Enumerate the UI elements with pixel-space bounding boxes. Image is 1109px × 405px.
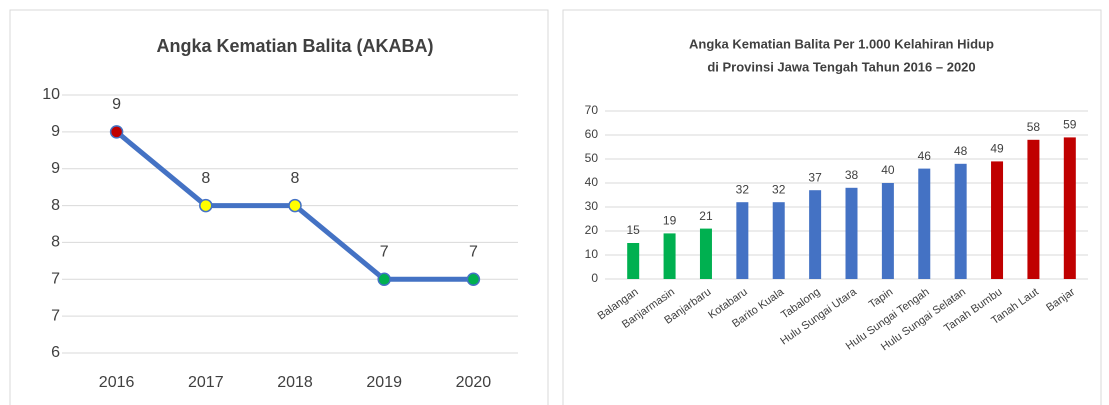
point: [109, 125, 124, 139]
data-label: 15: [627, 223, 641, 237]
data-label: 59: [1063, 118, 1077, 132]
bar: [881, 183, 894, 279]
y-tick-label: 6: [51, 344, 60, 361]
bar: [772, 202, 785, 279]
y-tick-label: 20: [585, 223, 599, 237]
y-tick-label: 10: [42, 86, 60, 103]
data-label: 40: [881, 163, 895, 177]
y-tick-label: 60: [585, 127, 599, 141]
bar: [1027, 139, 1040, 279]
x-tick-label: 2020: [456, 374, 492, 391]
y-tick-label: 40: [585, 175, 599, 189]
bar: [736, 202, 749, 279]
bar: [918, 168, 931, 279]
data-label: 38: [845, 168, 859, 182]
y-tick-label: 30: [585, 199, 599, 213]
data-label: 46: [918, 149, 932, 163]
data-label: 19: [663, 214, 677, 228]
data-label: 8: [201, 170, 210, 187]
data-label: 48: [954, 144, 968, 158]
y-tick-label: 10: [585, 247, 599, 261]
data-label: 7: [380, 244, 389, 261]
bar: [627, 243, 640, 279]
bar: [809, 190, 822, 279]
y-tick-label: 50: [585, 151, 599, 165]
x-tick-label: 2017: [188, 374, 224, 391]
bar: [845, 187, 858, 279]
y-tick-label: 7: [51, 271, 60, 288]
data-label: 37: [808, 170, 822, 184]
bar: [663, 233, 676, 279]
data-label: 32: [736, 182, 750, 196]
point: [288, 198, 302, 213]
point: [377, 272, 391, 287]
chart-title: Angka Kematian Balita Per 1.000 Kelahira…: [689, 36, 994, 51]
data-label: 9: [112, 96, 121, 113]
y-tick-label: 8: [51, 197, 60, 214]
point: [199, 198, 213, 213]
bar: [699, 228, 712, 279]
data-label: 32: [772, 182, 786, 196]
y-tick-label: 0: [591, 271, 598, 285]
bar: [954, 163, 967, 279]
data-label: 49: [990, 142, 1004, 156]
data-label: 7: [469, 244, 478, 261]
x-tick-label: 2016: [99, 374, 135, 391]
data-label: 58: [1027, 120, 1041, 134]
y-tick-label: 70: [585, 103, 599, 117]
chart-title: di Provinsi Jawa Tengah Tahun 2016 – 202…: [707, 59, 975, 74]
y-tick-label: 9: [51, 160, 60, 177]
bar: [1063, 137, 1076, 279]
chart-title: Angka Kematian Balita (AKABA): [156, 36, 433, 56]
y-tick-label: 9: [51, 123, 60, 140]
y-tick-label: 7: [51, 307, 60, 324]
point: [466, 272, 481, 287]
y-tick-label: 8: [51, 234, 60, 251]
x-tick-label: 2018: [277, 374, 313, 391]
bar: [991, 161, 1004, 279]
x-tick-label: 2019: [366, 374, 402, 391]
data-label: 21: [699, 209, 713, 223]
data-label: 8: [291, 170, 300, 187]
